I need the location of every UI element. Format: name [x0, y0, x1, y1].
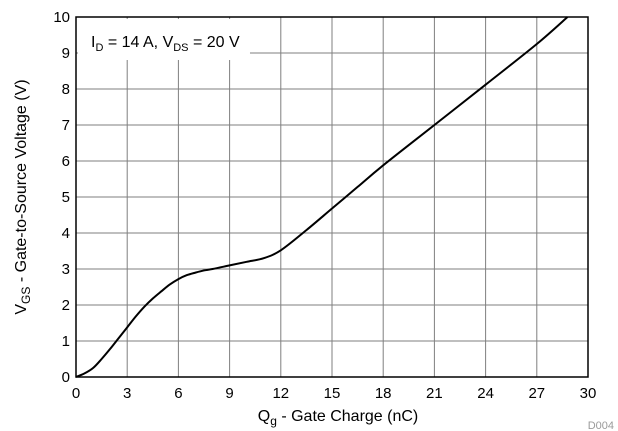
y-tick-label: 2: [62, 297, 70, 314]
x-tick-label: 24: [477, 385, 494, 402]
y-tick-label: 10: [53, 9, 70, 26]
x-tick-labels: 0 3 6 9 12 15 18 21 24 27 30: [72, 385, 597, 402]
y-tick-label: 5: [62, 189, 70, 206]
y-tick-label: 0: [62, 369, 70, 386]
series-line: [75, 16, 569, 378]
axis-title-symbol: Q: [258, 408, 270, 425]
y-tick-label: 7: [62, 117, 70, 134]
x-tick-label: 18: [375, 385, 392, 402]
x-tick-label: 21: [426, 385, 443, 402]
x-tick-label: 27: [528, 385, 545, 402]
document-id: D004: [588, 420, 614, 431]
x-tick-label: 12: [272, 385, 289, 402]
grid-lines: [76, 17, 588, 377]
annotation-part: I: [91, 34, 95, 51]
annotation-part: = 20 V: [189, 34, 240, 51]
x-tick-label: 15: [324, 385, 341, 402]
y-tick-label: 9: [62, 45, 70, 62]
axis-title-subscript: g: [270, 414, 277, 428]
x-tick-label: 30: [580, 385, 597, 402]
axis-title-subscript: GS: [19, 287, 33, 304]
y-tick-label: 8: [62, 81, 70, 98]
annotation-text: ID = 14 A, VDS = 20 V: [91, 34, 240, 54]
annotation-part: = 14 A, V: [103, 34, 173, 51]
x-tick-label: 3: [123, 385, 131, 402]
x-axis-title: Qg - Gate Charge (nC): [258, 408, 419, 428]
annotation-background: [78, 19, 250, 60]
y-tick-label: 3: [62, 261, 70, 278]
y-tick-label: 4: [62, 225, 70, 242]
axis-title-symbol: V: [13, 304, 30, 315]
y-tick-labels: 0 1 2 3 4 5 6 7 8 9 10: [53, 9, 70, 386]
y-tick-label: 1: [62, 333, 70, 350]
axis-title-text: - Gate Charge (nC): [277, 408, 418, 425]
x-tick-label: 9: [225, 385, 233, 402]
axis-title-text: - Gate-to-Source Voltage (V): [13, 79, 30, 286]
x-tick-label: 6: [174, 385, 182, 402]
annotation-subscript: D: [95, 42, 103, 54]
plot-area-frame: [75, 16, 589, 378]
y-tick-label: 6: [62, 153, 70, 170]
x-tick-label: 0: [72, 385, 80, 402]
annotation-subscript: DS: [173, 42, 188, 54]
y-axis-title: VGS - Gate-to-Source Voltage (V): [13, 79, 33, 314]
